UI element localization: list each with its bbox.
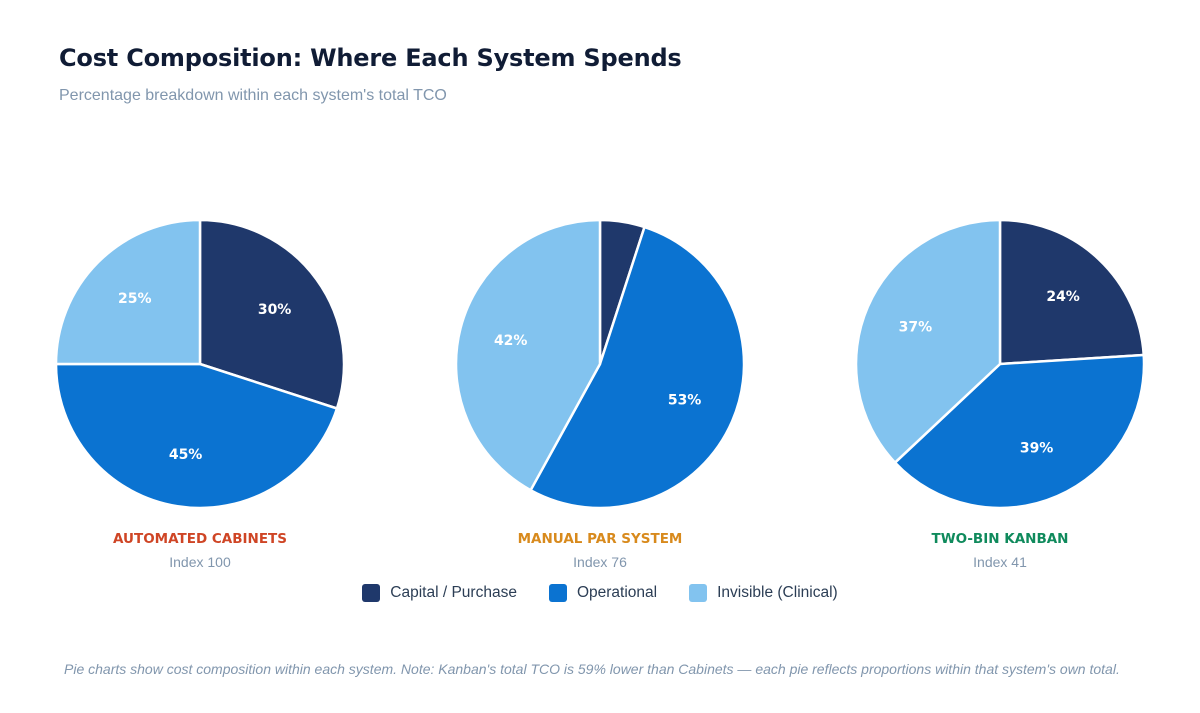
- legend-label-invisible: Invisible (Clinical): [717, 584, 838, 601]
- pie-label-invisible: 42%: [494, 333, 528, 349]
- legend-item-capital: Capital / Purchase: [362, 584, 517, 602]
- legend-swatch-operational: [548, 584, 567, 602]
- pie-label-capital: 24%: [1046, 289, 1080, 305]
- pie-label-invisible: 25%: [118, 291, 152, 307]
- page-subtitle: Percentage breakdown within each system'…: [59, 87, 447, 104]
- pie-slice-capital: [198, 218, 346, 410]
- legend-label-operational: Operational: [576, 584, 658, 601]
- pie-label-operational: 45%: [169, 447, 203, 463]
- pie-title: TWO-BIN KANBAN: [932, 531, 1069, 547]
- pie-subtitle: Index 41: [973, 554, 1027, 570]
- pie-slice-invisible: [454, 218, 602, 492]
- pie-chart-2: 53% 42% MANUAL PAR SYSTEM Index 76: [454, 218, 746, 570]
- pie-title: AUTOMATED CABINETS: [113, 531, 287, 547]
- pie-chart-1: 30% 45% 25% AUTOMATED CABINETS Index 100: [54, 218, 346, 570]
- legend-item-operational: Operational: [548, 584, 658, 602]
- pie-slice-invisible: [54, 218, 202, 366]
- pie-slice-operational: [893, 353, 1146, 510]
- pie-slice-invisible: [854, 218, 1002, 464]
- footnote: Pie charts show cost composition within …: [64, 661, 1120, 677]
- pie-chart-3: 24% 39% 37% TWO-BIN KANBAN Index 41: [854, 218, 1146, 570]
- pie-slice-capital: [998, 218, 1145, 366]
- legend-label-capital: Capital / Purchase: [390, 584, 517, 601]
- legend-swatch-capital: [362, 584, 381, 602]
- pie-slice-operational: [54, 362, 339, 510]
- pie-label-operational: 39%: [1020, 441, 1054, 457]
- page-title: Cost Composition: Where Each System Spen…: [59, 44, 682, 72]
- pie-subtitle: Index 100: [169, 554, 231, 570]
- legend-swatch-invisible: [689, 584, 708, 602]
- pie-label-operational: 53%: [668, 393, 702, 409]
- pie-title: MANUAL PAR SYSTEM: [518, 531, 683, 547]
- legend-item-invisible: Invisible (Clinical): [689, 584, 838, 602]
- pie-slice-operational: [529, 225, 746, 510]
- pie-subtitle: Index 76: [573, 554, 627, 570]
- pie-label-invisible: 37%: [899, 319, 933, 335]
- pie-label-capital: 30%: [258, 302, 292, 318]
- chart-legend: Capital / Purchase Operational Invisible…: [0, 584, 1200, 602]
